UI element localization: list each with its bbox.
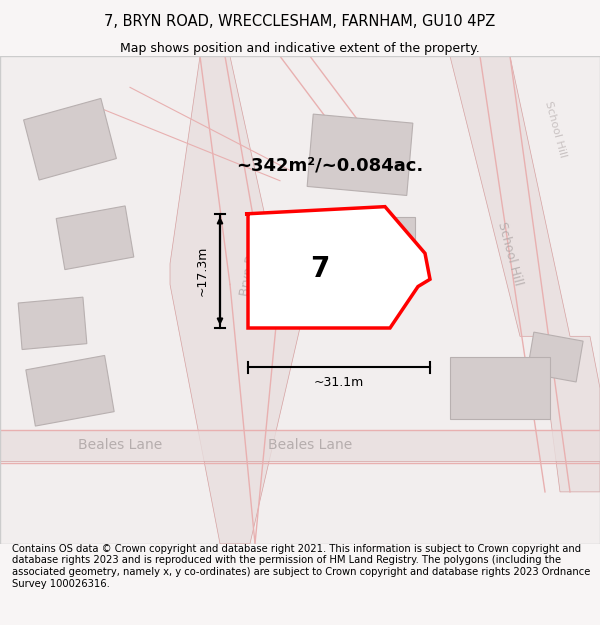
Text: ~342m²/~0.084ac.: ~342m²/~0.084ac.	[236, 156, 424, 174]
Text: 7, BRYN ROAD, WRECCLESHAM, FARNHAM, GU10 4PZ: 7, BRYN ROAD, WRECCLESHAM, FARNHAM, GU10…	[104, 14, 496, 29]
Text: ~31.1m: ~31.1m	[314, 376, 364, 389]
Text: Beales Lane: Beales Lane	[78, 438, 162, 452]
Bar	[18, 297, 87, 349]
Text: Beales Lane: Beales Lane	[268, 438, 352, 452]
Polygon shape	[170, 56, 310, 544]
Bar	[307, 114, 413, 196]
Bar	[23, 98, 116, 180]
Bar	[450, 357, 550, 419]
Text: ~17.3m: ~17.3m	[196, 246, 209, 296]
Text: Map shows position and indicative extent of the property.: Map shows position and indicative extent…	[120, 42, 480, 55]
Text: Bryn Road: Bryn Road	[238, 231, 262, 297]
Text: Contains OS data © Crown copyright and database right 2021. This information is : Contains OS data © Crown copyright and d…	[12, 544, 590, 589]
Text: School Hill: School Hill	[495, 220, 525, 287]
Polygon shape	[0, 429, 600, 461]
Text: 7: 7	[310, 255, 329, 283]
Text: School Hill: School Hill	[542, 99, 568, 158]
FancyBboxPatch shape	[0, 56, 600, 544]
Bar	[56, 206, 134, 269]
Bar	[350, 217, 415, 264]
Polygon shape	[450, 56, 600, 492]
Bar	[527, 332, 583, 382]
Polygon shape	[245, 207, 430, 328]
Bar	[26, 356, 114, 426]
